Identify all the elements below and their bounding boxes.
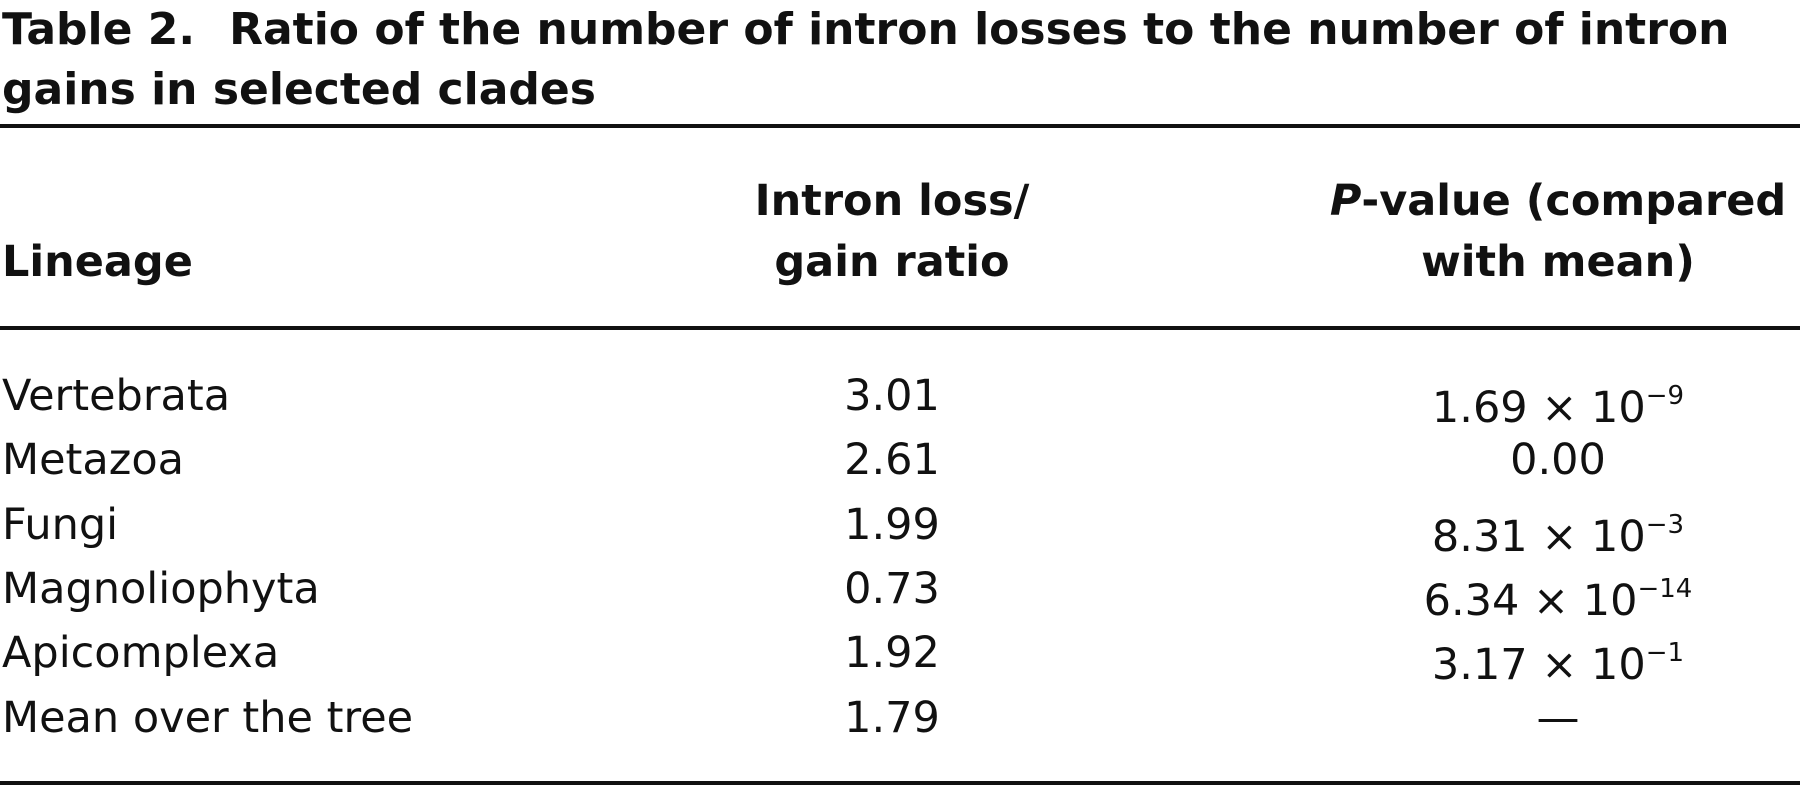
header-cell: with mean)	[1421, 237, 1695, 287]
table-cell: Metazoa	[2, 435, 184, 486]
header-cell: Lineage	[2, 237, 193, 287]
table-cell: 0.73	[844, 563, 940, 614]
value-exponent: −3	[1645, 509, 1685, 540]
caption-text: Ratio of the number of intron losses to …	[2, 4, 1730, 115]
value-exponent: −14	[1637, 573, 1693, 604]
table-cell: —	[1536, 692, 1580, 743]
table-cell: 1.69 × 10−9	[1432, 371, 1684, 433]
table-cell: 1.99	[844, 499, 940, 550]
value-exponent: −9	[1645, 381, 1685, 411]
header-cell: Intron loss/	[754, 176, 1030, 226]
value-exponent: −1	[1645, 638, 1685, 669]
value-base: 3.17 × 10	[1431, 640, 1646, 691]
table-cell: 3.17 × 10−1	[1432, 628, 1684, 690]
value-base: 8.31 × 10	[1431, 511, 1646, 562]
table-cell: 2.61	[844, 435, 940, 486]
table-cell: 1.79	[844, 692, 940, 743]
table-cell: Fungi	[2, 499, 119, 550]
header-cell: P-value (compared	[1330, 176, 1786, 226]
header-cell: gain ratio	[774, 237, 1010, 287]
table-cell: 1.92	[844, 628, 940, 679]
table-cell: 6.34 × 10−14	[1424, 564, 1693, 626]
header-italic: P	[1329, 176, 1362, 226]
bottom-rule	[0, 781, 1800, 785]
value-base: 6.34 × 10	[1423, 575, 1638, 626]
top-rule	[0, 124, 1800, 128]
table-cell: Vertebrata	[2, 371, 231, 421]
header-rule	[0, 326, 1800, 330]
table-caption: Table 2. Ratio of the number of intron lo…	[2, 0, 1782, 120]
caption-label: Table 2.	[2, 4, 196, 55]
table-cell: 8.31 × 10−3	[1432, 500, 1684, 562]
value-base: 1.69 × 10	[1431, 383, 1646, 433]
table-cell: Magnoliophyta	[2, 563, 320, 614]
table-cell: 3.01	[844, 371, 940, 421]
table-cell: Apicomplexa	[2, 628, 280, 679]
table-cell: Mean over the tree	[2, 692, 414, 743]
table-cell: 0.00	[1510, 435, 1606, 486]
header-text: -value (compared	[1361, 176, 1787, 226]
